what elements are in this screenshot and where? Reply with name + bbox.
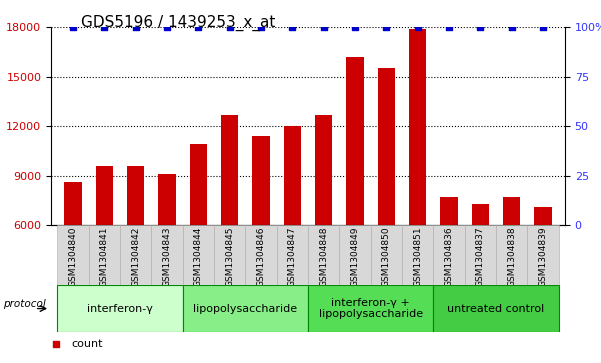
Point: [444, 24, 454, 30]
Bar: [409, 29, 426, 225]
Text: GSM1304850: GSM1304850: [382, 227, 391, 287]
Bar: [346, 57, 364, 225]
Text: GSM1304842: GSM1304842: [131, 227, 140, 287]
Bar: [64, 182, 82, 225]
Text: GSM1304841: GSM1304841: [100, 227, 109, 287]
Bar: [57, 285, 183, 332]
Bar: [190, 144, 207, 225]
Bar: [534, 207, 552, 225]
Bar: [402, 225, 433, 285]
Bar: [120, 225, 151, 285]
Text: lipopolysaccharide: lipopolysaccharide: [194, 303, 297, 314]
Point: [194, 24, 203, 30]
Bar: [221, 115, 239, 225]
Bar: [127, 166, 144, 225]
Text: GSM1304840: GSM1304840: [69, 227, 78, 287]
Bar: [496, 225, 527, 285]
Point: [475, 24, 485, 30]
Bar: [214, 225, 245, 285]
Text: GSM1304839: GSM1304839: [538, 227, 548, 287]
Bar: [433, 225, 465, 285]
Point: [162, 24, 172, 30]
Bar: [433, 285, 559, 332]
Text: GSM1304848: GSM1304848: [319, 227, 328, 287]
Bar: [276, 225, 308, 285]
Bar: [89, 225, 120, 285]
Text: GSM1304851: GSM1304851: [413, 227, 422, 287]
Bar: [503, 197, 520, 225]
Text: interferon-γ +
lipopolysaccharide: interferon-γ + lipopolysaccharide: [319, 298, 423, 319]
Bar: [308, 285, 433, 332]
Point: [319, 24, 329, 30]
Point: [287, 24, 297, 30]
Text: protocol: protocol: [2, 299, 45, 309]
Bar: [340, 225, 371, 285]
Point: [131, 24, 141, 30]
Bar: [308, 225, 340, 285]
Bar: [151, 225, 183, 285]
Point: [350, 24, 360, 30]
Bar: [284, 126, 301, 225]
Bar: [472, 204, 489, 225]
Bar: [465, 225, 496, 285]
Text: untreated control: untreated control: [447, 303, 545, 314]
Point: [256, 24, 266, 30]
Bar: [315, 115, 332, 225]
Bar: [527, 225, 559, 285]
Point: [413, 24, 423, 30]
Text: GSM1304843: GSM1304843: [162, 227, 171, 287]
Bar: [183, 285, 308, 332]
Bar: [96, 166, 113, 225]
Text: GSM1304845: GSM1304845: [225, 227, 234, 287]
Point: [100, 24, 109, 30]
Text: GSM1304846: GSM1304846: [257, 227, 266, 287]
Bar: [57, 225, 89, 285]
Text: GSM1304844: GSM1304844: [194, 227, 203, 287]
Text: GDS5196 / 1439253_x_at: GDS5196 / 1439253_x_at: [81, 15, 275, 31]
Text: GSM1304847: GSM1304847: [288, 227, 297, 287]
Bar: [183, 225, 214, 285]
Bar: [159, 174, 175, 225]
Bar: [377, 69, 395, 225]
Point: [68, 24, 78, 30]
Text: count: count: [72, 339, 103, 349]
Point: [538, 24, 548, 30]
Text: GSM1304849: GSM1304849: [350, 227, 359, 287]
Text: GSM1304838: GSM1304838: [507, 227, 516, 287]
Point: [225, 24, 234, 30]
Bar: [245, 225, 276, 285]
Text: GSM1304836: GSM1304836: [445, 227, 454, 287]
Text: interferon-γ: interferon-γ: [87, 303, 153, 314]
Text: GSM1304837: GSM1304837: [476, 227, 485, 287]
Point: [52, 341, 61, 347]
Point: [507, 24, 516, 30]
Point: [382, 24, 391, 30]
Bar: [441, 197, 457, 225]
Bar: [371, 225, 402, 285]
Bar: [252, 136, 270, 225]
